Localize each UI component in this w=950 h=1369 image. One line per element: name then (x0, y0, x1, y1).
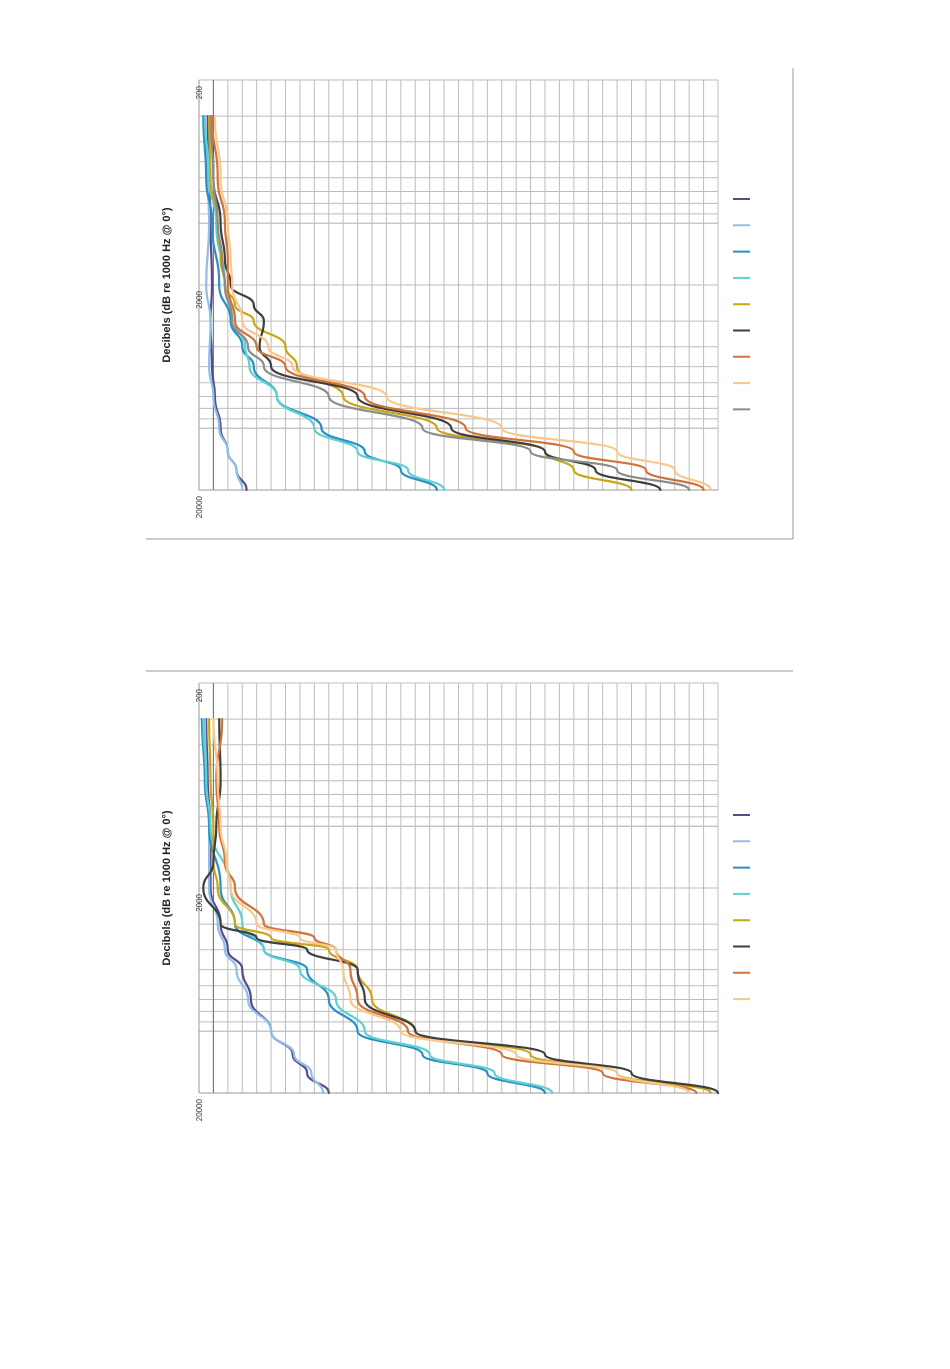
series-line-4 (203, 115, 446, 492)
chart-2: 200 2000 20000 Decibels (dB re 1000 Hz @ 0°… (146, 670, 793, 1121)
x-tick-label: 20000 (195, 1098, 204, 1121)
series-line-7 (215, 718, 698, 1095)
series-line-4 (202, 718, 554, 1095)
series-line-5 (208, 115, 633, 492)
y-axis-label: Decibels (dB re 1000 Hz @ 0°) (161, 810, 173, 965)
x-tick-label: 2000 (195, 893, 204, 911)
series-line-6 (202, 718, 720, 1095)
x-tick-label: 200 (195, 85, 204, 99)
series-line-2 (203, 115, 244, 492)
series-line-8 (212, 718, 691, 1095)
y-axis-label: Decibels (dB re 1000 Hz @ 0°) (161, 207, 173, 362)
series-line-8 (213, 115, 712, 492)
series-line-3 (200, 718, 547, 1095)
x-tick-label: 200 (195, 688, 204, 702)
series-line-9 (209, 115, 691, 492)
chart-1: 200 2000 20000 Decibels (dB re 1000 Hz @ 0°… (146, 68, 794, 540)
series-line-7 (210, 115, 705, 492)
series-line-6 (210, 115, 662, 492)
x-tick-label: 20000 (195, 495, 204, 518)
series-line-2 (203, 718, 325, 1095)
series-line-5 (208, 718, 712, 1095)
x-tick-label: 2000 (195, 290, 204, 308)
series-line-1 (205, 718, 330, 1095)
